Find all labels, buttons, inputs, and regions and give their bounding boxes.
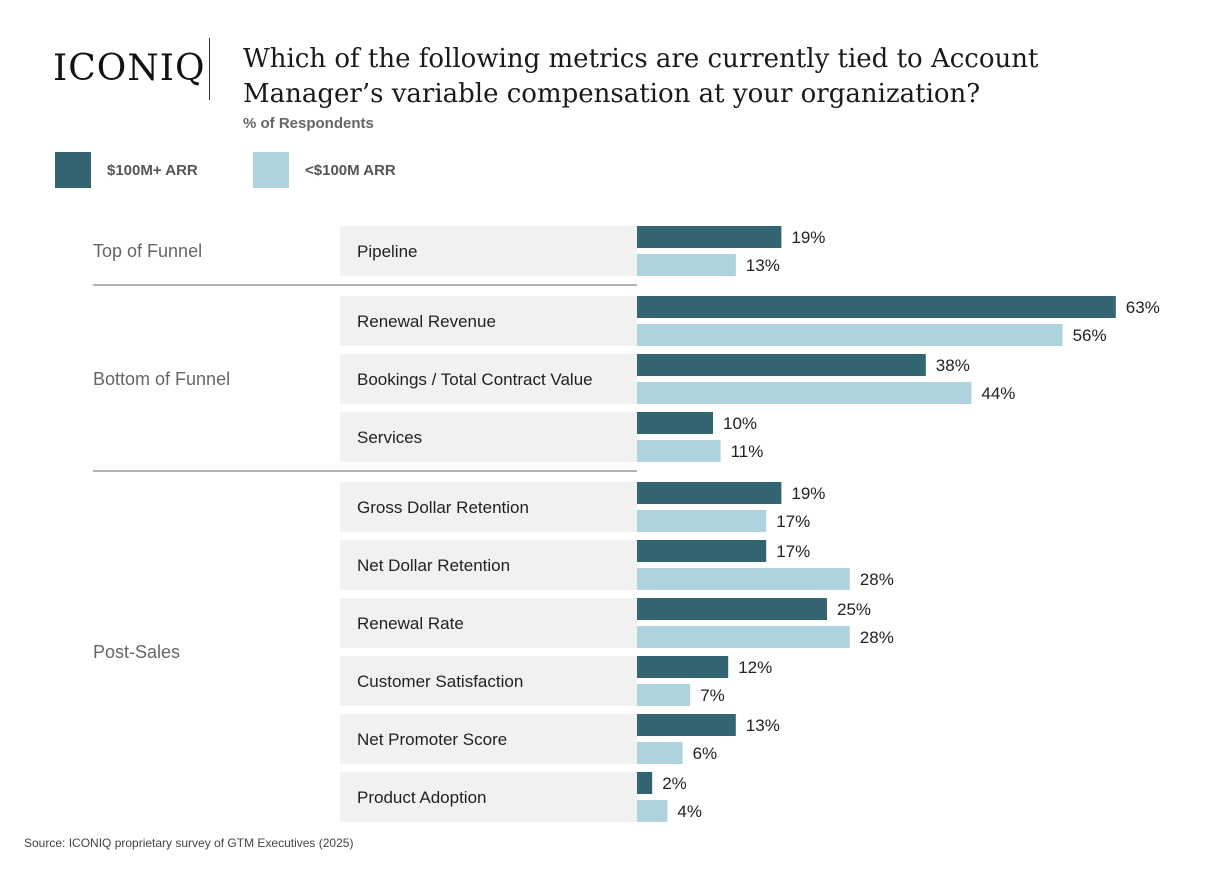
- chart-subtitle: % of Respondents: [243, 115, 374, 132]
- category-box-net-dollar-retention: [340, 540, 637, 590]
- legend-swatch-small-arr: [253, 152, 289, 188]
- data-label-net-promoter-score-small-arr: 6%: [693, 744, 718, 763]
- data-label-renewal-revenue-large-arr: 63%: [1126, 298, 1160, 317]
- bar-services-small-arr: [637, 440, 721, 462]
- bar-gross-dollar-retention-small-arr: [637, 510, 767, 532]
- data-label-net-dollar-retention-large-arr: 17%: [776, 542, 810, 561]
- data-label-product-adoption-small-arr: 4%: [677, 802, 702, 821]
- category-label-renewal-revenue: Renewal Revenue: [357, 312, 496, 331]
- category-label-pipeline: Pipeline: [357, 242, 418, 261]
- category-box-renewal-revenue: [340, 296, 637, 346]
- category-box-gross-dollar-retention: [340, 482, 637, 532]
- header-divider: [209, 38, 210, 100]
- legend-item-large-arr: $100M+ ARR: [55, 152, 198, 188]
- category-box-pipeline: [340, 226, 637, 276]
- data-label-net-promoter-score-large-arr: 13%: [746, 716, 780, 735]
- category-label-product-adoption: Product Adoption: [357, 788, 486, 807]
- data-label-net-dollar-retention-small-arr: 28%: [860, 570, 894, 589]
- bar-renewal-revenue-small-arr: [637, 324, 1063, 346]
- category-label-bookings-total-contract-value: Bookings / Total Contract Value: [357, 370, 593, 389]
- data-label-bookings-total-contract-value-large-arr: 38%: [936, 356, 970, 375]
- legend-label-small-arr: <$100M ARR: [305, 161, 396, 179]
- iconiq-logo: ICONIQ: [53, 48, 206, 89]
- bar-gross-dollar-retention-large-arr: [637, 482, 782, 504]
- bar-product-adoption-small-arr: [637, 800, 668, 822]
- category-box-net-promoter-score: [340, 714, 637, 764]
- data-label-services-large-arr: 10%: [723, 414, 757, 433]
- bar-net-promoter-score-small-arr: [637, 742, 683, 764]
- category-label-services: Services: [357, 428, 422, 447]
- data-label-customer-satisfaction-large-arr: 12%: [738, 658, 772, 677]
- data-label-product-adoption-large-arr: 2%: [662, 774, 687, 793]
- group-label-top-of-funnel: Top of Funnel: [93, 241, 202, 261]
- data-label-customer-satisfaction-small-arr: 7%: [700, 686, 725, 705]
- bar-net-dollar-retention-small-arr: [637, 568, 850, 590]
- category-label-customer-satisfaction: Customer Satisfaction: [357, 672, 523, 691]
- data-label-pipeline-small-arr: 13%: [746, 256, 780, 275]
- legend-item-small-arr: <$100M ARR: [253, 152, 396, 188]
- bar-renewal-rate-large-arr: [637, 598, 827, 620]
- category-box-bookings-total-contract-value: [340, 354, 637, 404]
- data-label-gross-dollar-retention-large-arr: 19%: [791, 484, 825, 503]
- bar-customer-satisfaction-small-arr: [637, 684, 691, 706]
- legend-label-large-arr: $100M+ ARR: [107, 161, 198, 179]
- data-label-renewal-rate-large-arr: 25%: [837, 600, 871, 619]
- bar-customer-satisfaction-large-arr: [637, 656, 729, 678]
- bar-product-adoption-large-arr: [637, 772, 653, 794]
- bar-pipeline-small-arr: [637, 254, 736, 276]
- data-label-bookings-total-contract-value-small-arr: 44%: [981, 384, 1015, 403]
- data-label-renewal-revenue-small-arr: 56%: [1073, 326, 1107, 345]
- bar-renewal-rate-small-arr: [637, 626, 850, 648]
- group-label-bottom-of-funnel: Bottom of Funnel: [93, 369, 230, 389]
- group-label-post-sales: Post-Sales: [93, 642, 180, 662]
- legend-swatch-large-arr: [55, 152, 91, 188]
- category-label-renewal-rate: Renewal Rate: [357, 614, 464, 633]
- data-label-services-small-arr: 11%: [731, 442, 764, 461]
- data-label-pipeline-large-arr: 19%: [791, 228, 825, 247]
- bar-bookings-total-contract-value-large-arr: [637, 354, 926, 376]
- chart-title: Which of the following metrics are curre…: [243, 44, 1039, 109]
- data-label-renewal-rate-small-arr: 28%: [860, 628, 894, 647]
- category-box-product-adoption: [340, 772, 637, 822]
- category-label-net-dollar-retention: Net Dollar Retention: [357, 556, 510, 575]
- category-label-net-promoter-score: Net Promoter Score: [357, 730, 507, 749]
- source-note: Source: ICONIQ proprietary survey of GTM…: [24, 836, 354, 850]
- category-label-gross-dollar-retention: Gross Dollar Retention: [357, 498, 529, 517]
- category-box-services: [340, 412, 637, 462]
- bar-renewal-revenue-large-arr: [637, 296, 1116, 318]
- category-box-renewal-rate: [340, 598, 637, 648]
- bar-net-promoter-score-large-arr: [637, 714, 736, 736]
- bar-services-large-arr: [637, 412, 713, 434]
- category-box-customer-satisfaction: [340, 656, 637, 706]
- bar-net-dollar-retention-large-arr: [637, 540, 767, 562]
- bar-bookings-total-contract-value-small-arr: [637, 382, 972, 404]
- bar-pipeline-large-arr: [637, 226, 782, 248]
- data-label-gross-dollar-retention-small-arr: 17%: [776, 512, 810, 531]
